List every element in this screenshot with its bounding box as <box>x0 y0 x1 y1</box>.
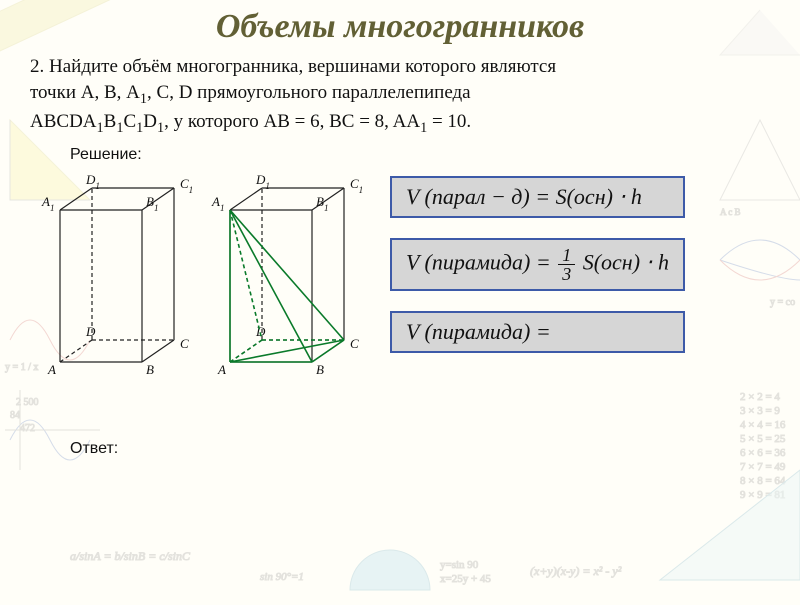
slide-content: Объемы многогранников 2. Найдите объём м… <box>0 0 800 600</box>
formulas-column: V (nарал − д) = S(осн) ⋅ h V (пирамида) … <box>390 170 685 400</box>
svg-text:C1: C1 <box>350 176 363 195</box>
slide-title: Объемы многогранников <box>30 8 770 46</box>
svg-text:B1: B1 <box>316 194 329 213</box>
formula-pyramid-result: V (пирамида) = <box>390 311 685 353</box>
svg-text:D: D <box>255 324 266 339</box>
svg-text:B: B <box>146 362 154 377</box>
figures-and-formulas-row: ABCDA1B1C1D1 ABCDA1B1C1D1 V (nарал − д) … <box>30 170 770 400</box>
problem-line-2a: точки А, В, А <box>30 82 140 103</box>
problem-line-1: 2. Найдите объём многогранника, вершинам… <box>30 56 556 77</box>
problem-line-3a: ABCDA <box>30 111 97 132</box>
fraction: 13 <box>558 246 575 283</box>
problem-text: 2. Найдите объём многогранника, вершинам… <box>30 54 770 138</box>
cuboid-figure-1: ABCDA1B1C1D1 <box>40 170 200 400</box>
sub: 1 <box>140 90 147 106</box>
cuboid-figure-2-with-pyramid: ABCDA1B1C1D1 <box>210 170 370 400</box>
figures: ABCDA1B1C1D1 ABCDA1B1C1D1 <box>30 170 370 400</box>
svg-text:A1: A1 <box>41 194 55 213</box>
svg-text:C1: C1 <box>180 176 193 195</box>
svg-text:C: C <box>350 336 359 351</box>
svg-text:D: D <box>85 324 96 339</box>
formula-parallelepiped: V (nарал − д) = S(осн) ⋅ h <box>390 176 685 218</box>
problem-line-2b: , С, D прямоугольного параллелепипеда <box>147 82 471 103</box>
svg-text:A: A <box>47 362 56 377</box>
svg-text:A1: A1 <box>211 194 225 213</box>
svg-text:A: A <box>217 362 226 377</box>
answer-label: Ответ: <box>70 440 770 458</box>
svg-text:B: B <box>316 362 324 377</box>
svg-text:B1: B1 <box>146 194 159 213</box>
svg-text:C: C <box>180 336 189 351</box>
solution-label: Решение: <box>70 146 770 164</box>
formula-pyramid: V (пирамида) = 13 S(осн) ⋅ h <box>390 238 685 291</box>
